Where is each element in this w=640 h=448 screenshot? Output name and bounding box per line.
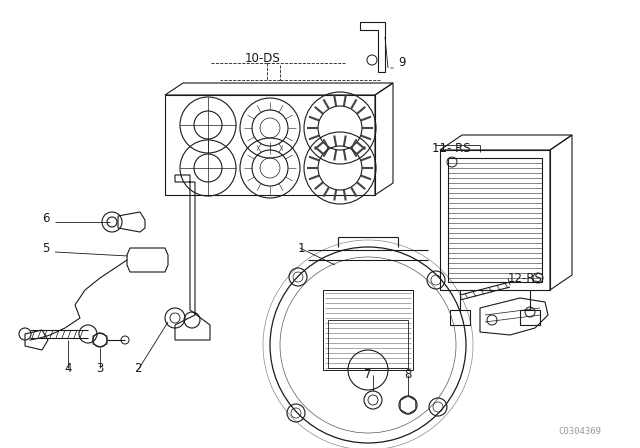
Text: 9: 9 <box>398 56 406 69</box>
Text: 12-RS: 12-RS <box>508 271 543 284</box>
Text: 5: 5 <box>42 241 49 254</box>
Text: C0304369: C0304369 <box>559 427 602 436</box>
Text: 3: 3 <box>96 362 104 375</box>
Text: 6: 6 <box>42 211 49 224</box>
Text: 7: 7 <box>364 369 372 382</box>
Text: 10-DS: 10-DS <box>245 52 281 65</box>
Text: 11- RS: 11- RS <box>432 142 470 155</box>
Text: 1: 1 <box>298 241 305 254</box>
Text: 2: 2 <box>134 362 141 375</box>
Text: 4: 4 <box>64 362 72 375</box>
Text: 8: 8 <box>404 369 412 382</box>
